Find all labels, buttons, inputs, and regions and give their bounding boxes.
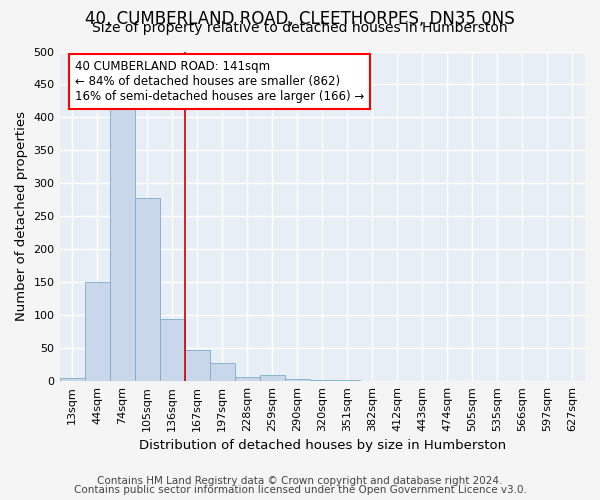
Bar — [185, 350, 209, 381]
Bar — [260, 374, 285, 381]
Bar — [85, 282, 110, 381]
Bar — [134, 198, 160, 381]
Text: 40 CUMBERLAND ROAD: 141sqm
← 84% of detached houses are smaller (862)
16% of sem: 40 CUMBERLAND ROAD: 141sqm ← 84% of deta… — [76, 60, 365, 102]
Bar — [160, 318, 185, 381]
Bar — [335, 380, 360, 381]
Text: Contains public sector information licensed under the Open Government Licence v3: Contains public sector information licen… — [74, 485, 526, 495]
X-axis label: Distribution of detached houses by size in Humberston: Distribution of detached houses by size … — [139, 440, 506, 452]
Text: Size of property relative to detached houses in Humberston: Size of property relative to detached ho… — [92, 21, 508, 35]
Bar — [310, 380, 335, 381]
Bar — [209, 362, 235, 381]
Bar — [110, 104, 134, 381]
Y-axis label: Number of detached properties: Number of detached properties — [15, 112, 28, 322]
Bar — [285, 379, 310, 381]
Bar — [59, 378, 85, 381]
Text: Contains HM Land Registry data © Crown copyright and database right 2024.: Contains HM Land Registry data © Crown c… — [97, 476, 503, 486]
Text: 40, CUMBERLAND ROAD, CLEETHORPES, DN35 0NS: 40, CUMBERLAND ROAD, CLEETHORPES, DN35 0… — [85, 10, 515, 28]
Bar — [235, 376, 260, 381]
